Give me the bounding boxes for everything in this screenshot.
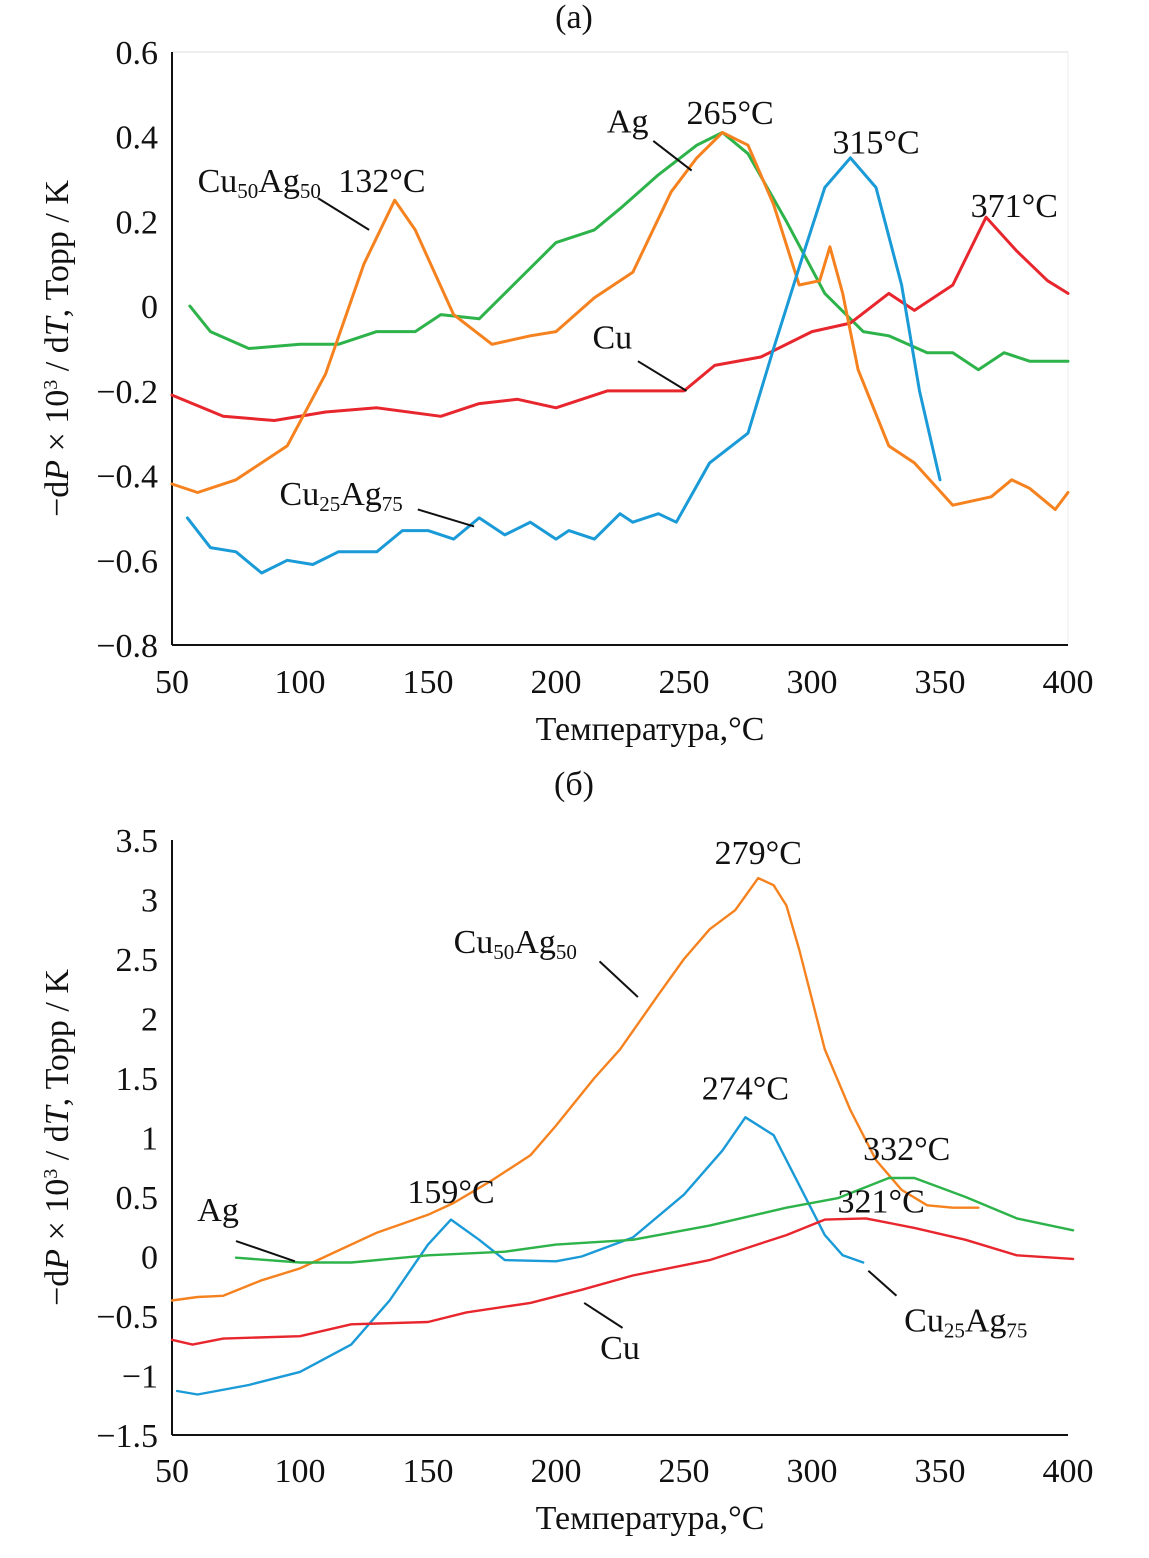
y-tick-label: 3.5 bbox=[116, 823, 159, 860]
annotation-leader-line bbox=[637, 360, 688, 392]
series-label: Cu bbox=[592, 320, 632, 357]
x-tick-label: 350 bbox=[915, 664, 966, 701]
x-axis-label: Температура,°C bbox=[536, 1500, 765, 1537]
peak-temperature-label: 274°C bbox=[702, 1070, 789, 1107]
peak-temperature-label: 332°C bbox=[863, 1131, 950, 1168]
peak-temperature-label: 132°C bbox=[338, 163, 425, 200]
chart-title: (б) bbox=[554, 766, 594, 803]
peak-temperature-label: 279°C bbox=[715, 835, 802, 872]
annotation-leader-line bbox=[235, 1240, 296, 1263]
peak-temperature-label: 371°C bbox=[971, 188, 1058, 225]
y-tick-label: 0.5 bbox=[116, 1180, 159, 1217]
y-axis-label: −dP × 103 / dT, Торр / K bbox=[39, 969, 76, 1306]
series-label: Cu bbox=[600, 1330, 640, 1367]
y-tick-label: −0.8 bbox=[96, 628, 158, 665]
annotation-leader-line bbox=[652, 140, 693, 172]
y-tick-label: −0.4 bbox=[96, 459, 158, 496]
y-axis-label: −dP × 103 / dT, Торр / K bbox=[39, 180, 76, 517]
x-tick-label: 200 bbox=[531, 1453, 582, 1490]
y-tick-label: 1 bbox=[141, 1121, 158, 1158]
series-line-cu50ag50 bbox=[170, 876, 980, 1302]
annotation-leader-line bbox=[583, 1302, 624, 1329]
chart-b: (б) 50 100 150 200 250 300 350 400 3.5 3 2.5 2 1.5 1 0.… bbox=[39, 766, 1094, 1537]
series-label: Cu50Ag50 bbox=[454, 924, 577, 964]
chart-title: (a) bbox=[555, 0, 593, 36]
annotation-leader-line bbox=[317, 197, 370, 231]
series-label: Ag bbox=[607, 103, 649, 140]
x-axis-label: Температура,°C bbox=[536, 711, 765, 748]
annotation-leader-line bbox=[867, 1270, 898, 1297]
series-label: Cu25Ag75 bbox=[904, 1302, 1027, 1342]
series-line-cu bbox=[170, 1217, 1075, 1346]
x-tick-label: 250 bbox=[659, 664, 710, 701]
x-tick-label: 200 bbox=[531, 664, 582, 701]
y-tick-label: 2 bbox=[141, 1002, 158, 1039]
y-tick-label: −1.5 bbox=[96, 1418, 158, 1455]
x-tick-label: 150 bbox=[403, 664, 454, 701]
y-tick-label: 0 bbox=[141, 289, 158, 326]
x-tick-label: 350 bbox=[915, 1453, 966, 1490]
series-line-cu25ag75 bbox=[185, 156, 942, 575]
y-tick-label: 2.5 bbox=[116, 942, 159, 979]
annotation-leader-line bbox=[417, 508, 475, 528]
y-tick-label: 3 bbox=[141, 883, 158, 920]
series-line-cu bbox=[170, 215, 1070, 422]
x-tick-label: 400 bbox=[1043, 664, 1094, 701]
series-line-cu50ag50 bbox=[170, 131, 1070, 511]
y-tick-label: 0.2 bbox=[116, 204, 159, 241]
y-tick-label: 0.4 bbox=[116, 120, 159, 157]
x-tick-label: 300 bbox=[787, 1453, 838, 1490]
series-label: Cu25Ag75 bbox=[280, 476, 403, 516]
x-tick-label: 250 bbox=[659, 1453, 710, 1490]
y-tick-label: 1.5 bbox=[116, 1061, 159, 1098]
y-tick-label: 0 bbox=[141, 1240, 158, 1277]
x-tick-label: 100 bbox=[275, 1453, 326, 1490]
y-tick-label: −0.6 bbox=[96, 543, 158, 580]
chart-a: (a) 50 100 150 200 250 300 350 400 0.6 0.4 0.2 0 −0.2… bbox=[39, 0, 1094, 748]
series-line-ag bbox=[188, 131, 1070, 372]
peak-temperature-label: 265°C bbox=[686, 95, 773, 132]
x-tick-label: 300 bbox=[787, 664, 838, 701]
annotation-leader-line bbox=[598, 960, 639, 998]
series-label: Ag bbox=[197, 1192, 239, 1229]
peak-temperature-label: 315°C bbox=[832, 125, 919, 162]
peak-temperature-label: 321°C bbox=[837, 1183, 924, 1220]
y-tick-label: −0.5 bbox=[96, 1299, 158, 1336]
y-tick-label: 0.6 bbox=[116, 35, 159, 72]
x-tick-label: 400 bbox=[1043, 1453, 1094, 1490]
x-tick-label: 150 bbox=[403, 1453, 454, 1490]
x-tick-label: 100 bbox=[275, 664, 326, 701]
series-line-ag bbox=[234, 1176, 1075, 1264]
y-tick-label: −1 bbox=[122, 1359, 158, 1396]
series-label: Cu50Ag50 bbox=[198, 163, 321, 203]
x-tick-label: 50 bbox=[155, 1453, 189, 1490]
x-tick-label: 50 bbox=[155, 664, 189, 701]
peak-temperature-label: 159°C bbox=[407, 1174, 494, 1211]
y-tick-label: −0.2 bbox=[96, 374, 158, 411]
series-line-cu25ag75 bbox=[175, 1116, 865, 1396]
